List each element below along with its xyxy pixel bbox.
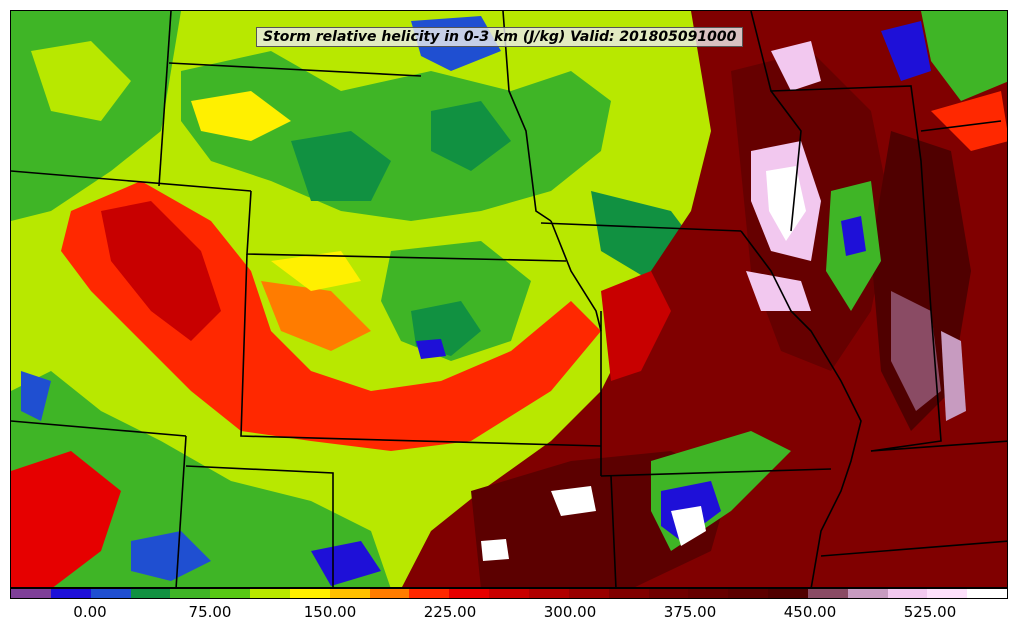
colorbar-segment [927,589,968,598]
colorbar-tick-label: 450.00 [783,603,837,621]
colorbar-segment [289,589,330,598]
colorbar-segment [170,589,211,598]
colorbar-segment [130,589,171,598]
field-north-dkgreen-2 [431,101,511,171]
field-pocket-pink-2 [746,271,811,311]
colorbar-tick-label: 150.00 [303,603,357,621]
border-minnesota-west [502,11,552,222]
colorbar-segment [688,589,729,598]
border-iowa-mn [750,11,802,232]
border-mississippi [740,230,862,587]
field-center-blue [416,339,446,359]
field-colorado-dkred [101,201,221,341]
border-missouri-river [550,220,602,332]
border-ky-tn [870,440,1007,452]
colorbar-segment [449,589,490,598]
field-swest-red [11,451,121,587]
border-ar-west [610,475,617,587]
colorbar-tick-label: 525.00 [903,603,957,621]
colorbar-segment [847,589,888,598]
colorbar-tick-label: 0.00 [73,603,107,621]
field-pocket-pink-3 [941,331,966,421]
border-ne-ks [240,253,602,447]
field-pocket-blue-1 [841,216,866,256]
colorbar-segment [329,589,370,598]
field-sw-blue-3 [311,541,381,586]
colorbar-tick-label: 300.00 [543,603,597,621]
field-colorado-yellow [271,251,361,291]
colorbar-segment [90,589,131,598]
field-sw-blue-1 [21,371,51,421]
border-tx-ok [185,465,334,587]
colorbar-tick-label: 375.00 [663,603,717,621]
colorbar-segment [409,589,450,598]
colorbar-segment [528,589,569,598]
colorbar-segment [608,589,649,598]
border-montana-dakota [158,11,172,187]
field-sw-blue-2 [131,531,211,581]
field-pocket-white-2 [671,506,706,546]
field-pocket-mauve-1 [891,291,941,411]
field-northeast-green [921,11,1007,101]
border-nm-tx [175,435,187,587]
colorbar-segment [11,589,51,598]
colorbar-segment [807,589,848,598]
colorbar-segment [369,589,410,598]
border-colorado-south [11,420,187,437]
colorbar-segment [50,589,91,598]
map-title: Storm relative helicity in 0-3 km (J/kg)… [256,27,744,47]
field-pocket-pink-4 [771,41,821,91]
colorbar-segment [250,589,290,598]
field-pocket-white-4 [481,539,509,561]
field-north-dkgreen-1 [291,131,391,201]
border-illinois [770,85,942,452]
border-iowa-north [540,222,742,232]
colorbar-segment [568,589,609,598]
map-panel: Storm relative helicity in 0-3 km (J/kg)… [10,10,1008,588]
colorbar-segment [648,589,689,598]
field-northeast-red [931,91,1007,151]
field-pocket-white-3 [551,486,596,516]
field-north-green [181,51,611,221]
colorbar-segment [887,589,928,598]
field-nw-yellow [31,41,131,121]
colorbar-segment [967,589,1008,598]
field-north-yellow [191,91,291,141]
field-east-red-edge [601,271,671,381]
border-indiana [920,120,1002,132]
colorbar-segment [728,589,769,598]
colorbar-segment [489,589,529,598]
colorbar-tick-labels: 0.00 75.00 150.00 225.00 300.00 375.00 450.00 5… [10,603,1008,625]
border-tn-south [820,540,1007,557]
border-dakotas [168,62,422,77]
colorbar-tick-label: 75.00 [188,603,232,621]
border-west-north [11,170,252,192]
field-northeast-blue [881,21,931,81]
colorbar-segment [210,589,251,598]
state-boundaries [11,11,1007,587]
field-colorado-orange [261,281,371,351]
colorbar [10,588,1008,599]
helicity-map [11,11,1007,587]
border-ok-north [600,468,832,477]
colorbar-tick-label: 225.00 [423,603,477,621]
colorbar-segment [768,589,808,598]
